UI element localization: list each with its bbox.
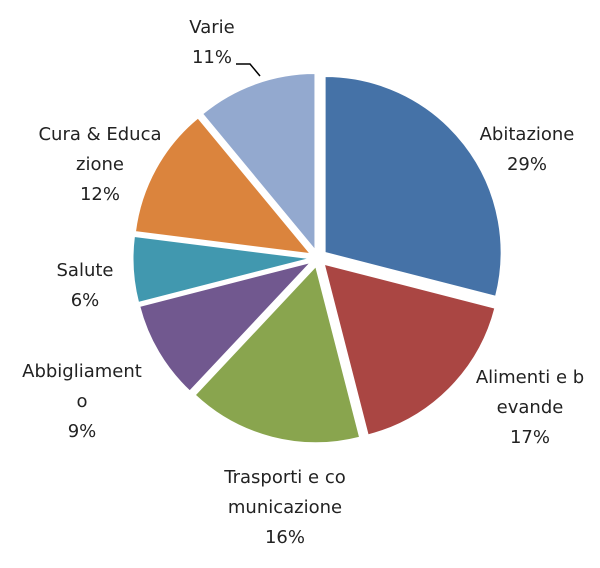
value-label: 6% (70, 290, 100, 311)
pie-slice (134, 117, 312, 255)
category-label: Abitazione (479, 124, 575, 145)
pie-slice (323, 263, 496, 436)
slice-label: Salute 6% (35, 256, 135, 316)
slice-label: Alimenti e bevande 17% (475, 363, 585, 453)
leader-line (236, 63, 261, 77)
value-label: 9% (67, 421, 97, 442)
category-label: Salute (56, 260, 114, 281)
slice-label: Abitazione 29% (467, 120, 587, 180)
pie-slice (324, 75, 502, 297)
value-label: 11% (191, 47, 232, 68)
category-label: Trasporti e comunicazione (224, 467, 346, 518)
category-label: Cura & Educazione (38, 124, 162, 175)
pie-slice (194, 265, 361, 444)
category-label: Abbigliamento (22, 361, 142, 412)
pie-slice (139, 261, 312, 392)
value-label: 29% (506, 154, 547, 175)
slice-label: Abbigliamento 9% (20, 357, 145, 447)
value-label: 16% (264, 527, 305, 548)
pie-slice (202, 73, 316, 251)
value-label: 17% (509, 427, 550, 448)
value-label: 12% (79, 184, 120, 205)
category-label: Alimenti e bevande (475, 367, 585, 418)
pie-slice (132, 235, 310, 303)
slice-label: Cura & Educazione 12% (38, 120, 163, 210)
category-label: Varie (189, 17, 235, 38)
slice-label: Varie 11% (167, 13, 257, 73)
slice-label: Trasporti e comunicazione 16% (220, 463, 350, 553)
